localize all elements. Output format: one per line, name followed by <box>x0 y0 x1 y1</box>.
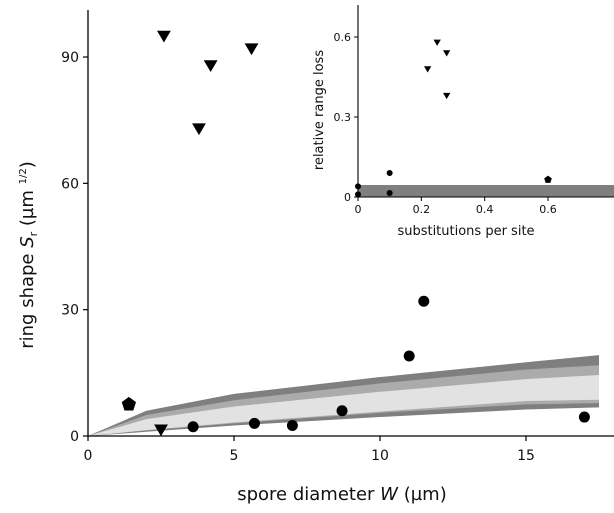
y-tick-label: 30 <box>61 303 79 319</box>
inset-panel <box>310 0 614 245</box>
inset-data-point-circle <box>386 190 393 196</box>
inset-data-point-triangle-down <box>442 50 451 57</box>
x-tick-label: 10 <box>371 448 389 464</box>
data-point-pentagon <box>121 396 137 411</box>
inset-data-point-pentagon <box>544 175 552 183</box>
inset-y-tick-label: 0.3 <box>334 111 352 124</box>
inset-data-point-triangle-down <box>442 92 451 100</box>
data-point-circle <box>187 421 199 433</box>
inset-data-point-triangle-down <box>433 39 441 46</box>
inset-x-tick-label: 0.2 <box>413 203 431 216</box>
data-point-circle <box>578 411 590 423</box>
inset-background <box>310 0 614 245</box>
data-point-triangle-down <box>192 123 206 136</box>
x-axis-label: spore diameter W (µm) <box>237 484 447 505</box>
y-tick-label: 0 <box>70 429 79 445</box>
main-confidence-bands <box>88 355 599 436</box>
inset-x-tick-label: 0.6 <box>539 203 557 216</box>
data-point-circle <box>248 417 260 429</box>
inset-x-axis-label: substitutions per site <box>397 224 534 239</box>
inset-x-tick-label: 0.4 <box>476 203 494 216</box>
inset-y-tick-label: 0.6 <box>334 31 352 44</box>
data-point-triangle-down <box>203 60 218 72</box>
x-tick-label: 15 <box>517 448 535 464</box>
inset-x-tick-label: 0 <box>355 203 362 216</box>
inset-confidence-band <box>358 185 614 197</box>
inset-data-point-circle <box>355 183 361 190</box>
inset-data-point-triangle-down <box>423 66 432 73</box>
inset-y-axis-label: relative range loss <box>312 50 327 170</box>
inset-data-point-circle <box>386 170 393 176</box>
data-point-circle <box>286 419 298 431</box>
y-tick-label: 90 <box>61 50 79 66</box>
inset-data-point-circle <box>355 191 361 198</box>
main-axes: 0 5 10 15 0 30 60 90 <box>61 10 614 464</box>
inset-data-points <box>355 39 552 198</box>
data-point-triangle-down <box>244 43 259 56</box>
x-tick-label: 5 <box>230 448 239 464</box>
data-point-triangle-down <box>154 424 168 437</box>
inset-y-tick-label: 0 <box>344 191 351 204</box>
y-tick-label: 60 <box>61 176 79 192</box>
data-point-circle <box>418 295 430 307</box>
x-tick-label: 0 <box>84 448 93 464</box>
inset-band <box>358 185 614 197</box>
y-axis-label: ring shape Sr (µm 1/2) <box>17 161 40 349</box>
main-data-points <box>121 30 590 437</box>
inset-axes: 0 0.2 0.4 0.6 0 0.3 0.6 <box>334 5 614 216</box>
data-point-circle <box>403 350 415 362</box>
data-point-circle <box>336 405 348 417</box>
data-point-triangle-down <box>157 30 171 43</box>
